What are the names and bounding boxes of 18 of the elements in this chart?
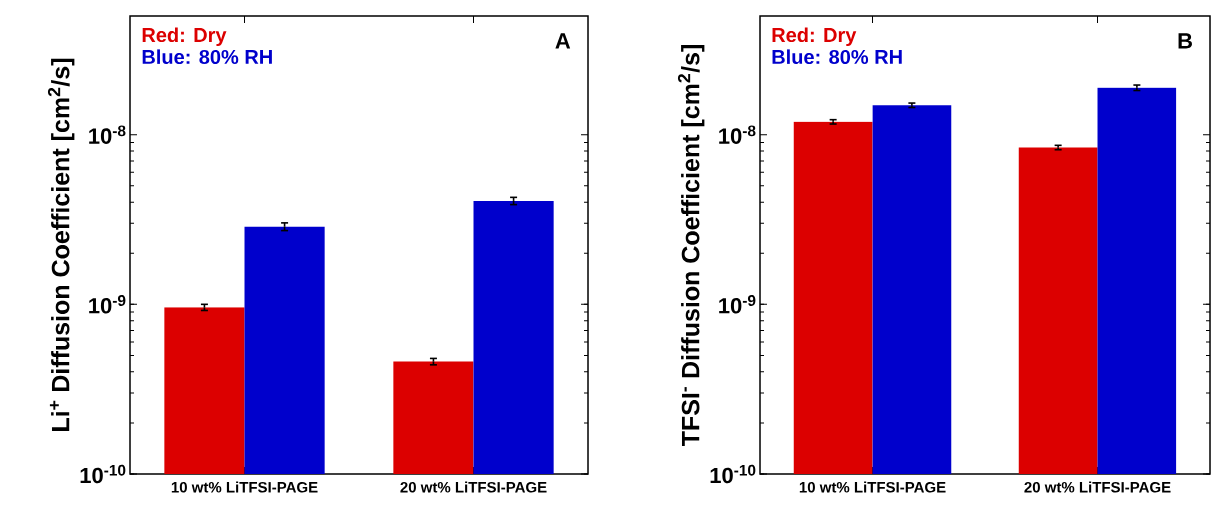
annotation: B xyxy=(1178,33,1192,49)
text: Red: Dry xyxy=(772,27,857,47)
x-tick-label: 20 wt% LiTFSI-PAGE xyxy=(1024,481,1171,493)
annotation: A xyxy=(555,33,571,49)
text: Red: Dry xyxy=(142,27,227,47)
x-tick-label: 20 wt% LiTFSI-PAGE xyxy=(400,481,547,493)
y-tick-label: 10$^{-8}$ xyxy=(719,125,756,144)
text: Blue: 80% RH xyxy=(772,49,902,65)
y-tick-label: 10$^{-10}$ xyxy=(80,464,126,484)
y-axis-title: TFSI$^{-}$ Diffusion Coefficient [cm$^{2}$/s] xyxy=(677,45,705,447)
y-tick-label: 10$^{-9}$ xyxy=(719,295,756,314)
x-tick-label: 10 wt% LiTFSI-PAGE xyxy=(799,481,946,493)
x-tick-label: 10 wt% LiTFSI-PAGE xyxy=(171,481,318,493)
y-tick-label: 10$^{-9}$ xyxy=(89,295,126,314)
y-axis-title: Li$^{+}$ Diffusion Coefficient [cm$^{2}$/s] xyxy=(47,58,75,431)
y-tick-label: 10$^{-10}$ xyxy=(710,464,756,484)
text: Blue: 80% RH xyxy=(142,49,272,65)
y-tick-label: 10$^{-8}$ xyxy=(89,125,126,144)
